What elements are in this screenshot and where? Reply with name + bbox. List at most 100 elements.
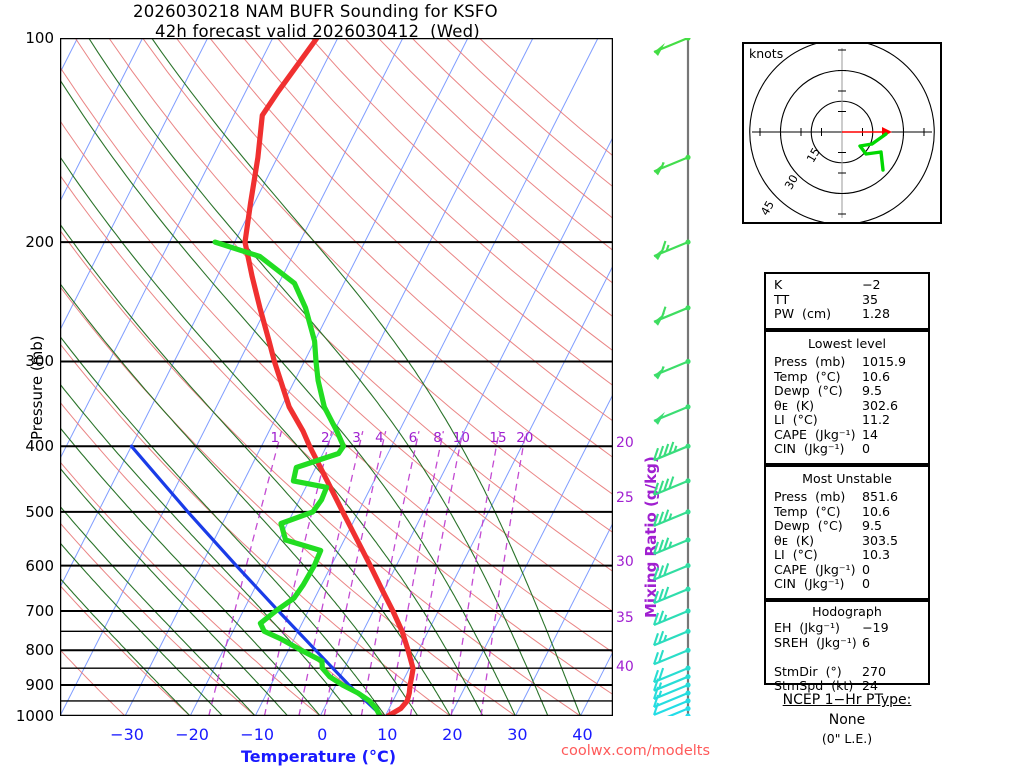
lowest-level-value: 0 [862,441,871,456]
hodograph-stats-panel: Hodograph EH (Jkg⁻¹) −19 SREH (Jkg⁻¹) 6 StmD… [764,600,930,693]
index-row: PW (cm) 1.28 [774,306,928,322]
temp-tick-40: 40 [572,725,593,744]
most-unstable-value: 303.5 [862,532,899,548]
most-unstable-label: CAPE (Jkg⁻¹) [774,561,856,577]
mixing-ratio-label-20: 20 [516,430,534,447]
lowest-level-label: Press (mb) [774,354,846,369]
mixing-ratio-label-6: 6 [408,430,418,447]
lowest-level-label: CIN (Jkg⁻¹) [774,441,845,456]
index-row: K −2 [774,277,928,293]
most-unstable-value: 0 [862,561,871,577]
mixing-ratio-label-8: 8 [433,430,442,447]
pressure-tick-1000: 1000 [15,707,54,725]
hodograph-stat-label: SREH (Jkg⁻¹) [774,634,857,650]
height-tick-35: 35 [616,610,634,626]
hodograph-stat-value: 24 [862,678,879,693]
most-unstable-row: CIN (Jkg⁻¹) 0 [774,576,928,592]
most-unstable-row: Dewp (°C) 9.5 [774,518,928,534]
hodograph-stat-value: −19 [862,620,889,635]
page-title-line2: 42h forecast valid 2026030412 (Wed) [155,22,480,41]
most-unstable-value: 0 [862,576,871,591]
most-unstable-row: CAPE (Jkg⁻¹) 0 [774,561,928,578]
indices-panel: K −2 TT 35 PW (cm) 1.28 [764,272,930,330]
most-unstable-label: Temp (°C) [774,503,841,519]
most-unstable-label: CIN (Jkg⁻¹) [774,576,845,591]
index-label: PW (cm) [774,306,832,321]
temp-tick-20: 20 [442,725,463,744]
temp-tick--10: −10 [240,725,275,744]
most-unstable-header: Most Unstable [802,471,892,486]
temp-tick-30: 30 [507,725,528,744]
index-row: TT 35 [774,291,928,308]
lowest-level-row: Temp (°C) 10.6 [774,368,928,385]
lowest-level-value: 1015.9 [862,354,907,369]
most-unstable-label: LI (°C) [774,547,818,562]
hodograph-stat-label [774,650,862,665]
pressure-tick-300: 300 [25,352,54,371]
lowest-level-value: 14 [862,426,879,442]
lowest-level-row: θᴇ (K) 302.6 [774,397,928,414]
hodograph-stat-row: SREH (Jkg⁻¹) 6 [774,634,928,651]
hodograph-stats-header: Hodograph [812,604,882,619]
ptype-title: NCEP 1−Hr PType: [782,692,912,708]
hodograph-stat-label: StmSpd (kt) [774,678,854,693]
hodograph-units-label: knots [749,46,784,61]
pressure-tick-labels: 100 200 300 400 500 600 700 800 900 1000 [0,0,60,768]
index-value: −2 [862,277,881,292]
hodograph-stat-value: 6 [862,634,871,650]
temperature-tick-labels: −30 −20 −10 0 10 20 30 40 [110,725,593,744]
mixing-ratio-label-3: 3 [352,430,361,447]
pressure-tick-100: 100 [25,29,54,47]
credit-text: coolwx.com/modelts [561,743,711,759]
hodograph-stat-value: 270 [862,663,887,679]
lowest-level-label: CAPE (Jkg⁻¹) [774,426,856,442]
lowest-level-label: Dewp (°C) [774,383,843,398]
hodograph-stat-row [774,650,928,665]
most-unstable-row: LI (°C) 10.3 [774,547,928,563]
index-label: K [774,277,783,292]
skewt-plot [60,38,613,716]
hodograph-stat-row: StmDir (°) 270 [774,663,928,680]
height-tick-25: 25 [616,490,634,506]
lowest-level-label: θᴇ (K) [774,397,814,413]
hodograph-stat-label: EH (Jkg⁻¹) [774,620,840,635]
temperature-axis-label: Temperature (°C) [241,747,397,766]
index-value: 1.28 [862,306,891,321]
index-label: TT [774,291,790,307]
most-unstable-label: Press (mb) [774,489,846,504]
temp-tick-10: 10 [377,725,398,744]
height-tick-30: 30 [616,554,634,570]
pressure-tick-600: 600 [25,556,54,575]
lowest-level-value: 302.6 [862,397,899,413]
pressure-tick-500: 500 [25,502,54,521]
most-unstable-value: 10.6 [862,503,891,519]
hodograph-panel: knots 15 30 45 [742,42,942,224]
mixing-ratio-label-10: 10 [452,430,470,447]
mixing-ratio-label-15: 15 [489,430,507,447]
most-unstable-row: Temp (°C) 10.6 [774,503,928,520]
temp-tick--30: −30 [110,725,144,744]
lowest-level-header: Lowest level [808,336,886,351]
most-unstable-value: 10.3 [862,547,891,562]
mixing-ratio-labels: 1 2 3 4 6 8 10 15 20 [271,430,534,447]
height-tick-40: 40 [616,659,634,675]
lowest-level-row: Dewp (°C) 9.5 [774,383,928,399]
most-unstable-panel: Most Unstable Press (mb) 851.6 Temp (°C) 10… [764,465,930,600]
lowest-level-row: LI (°C) 11.2 [774,412,928,428]
lowest-level-value: 9.5 [862,383,883,398]
lowest-level-row: CAPE (Jkg⁻¹) 14 [774,426,928,443]
most-unstable-label: Dewp (°C) [774,518,843,533]
skewt-canvas [60,38,613,716]
ptype-amount: (0" L.E.) [821,731,873,746]
most-unstable-row: Press (mb) 851.6 [774,489,928,505]
most-unstable-value: 9.5 [862,518,883,533]
hodograph-stat-label: StmDir (°) [774,663,842,679]
hodograph-stat-row: EH (Jkg⁻¹) −19 [774,620,928,636]
lowest-level-panel: Lowest level Press (mb) 1015.9 Temp (°C) 10… [764,330,930,465]
hodograph-stat-row: StmSpd (kt) 24 [774,678,928,694]
index-value: 35 [862,291,879,307]
pressure-tick-800: 800 [25,641,54,660]
lowest-level-value: 10.6 [862,368,891,384]
lowest-level-row: Press (mb) 1015.9 [774,354,928,370]
lowest-level-value: 11.2 [862,412,891,427]
